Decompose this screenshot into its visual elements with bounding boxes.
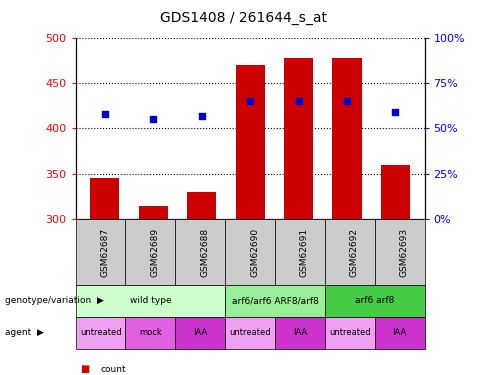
Bar <box>236 65 264 219</box>
Text: GSM62691: GSM62691 <box>300 228 309 277</box>
Bar <box>187 192 216 219</box>
Text: arf6 arf8: arf6 arf8 <box>355 296 394 305</box>
Text: untreated: untreated <box>80 328 122 338</box>
Text: GSM62687: GSM62687 <box>101 228 110 277</box>
Text: untreated: untreated <box>229 328 271 338</box>
Text: genotype/variation  ▶: genotype/variation ▶ <box>5 296 104 305</box>
Bar <box>381 165 410 219</box>
Text: IAA: IAA <box>392 328 407 338</box>
Point <box>198 113 205 119</box>
Point <box>246 98 254 104</box>
Text: GSM62689: GSM62689 <box>150 228 160 277</box>
Bar <box>332 57 362 219</box>
Point <box>391 109 399 115</box>
Bar <box>90 178 119 219</box>
Point <box>343 98 351 104</box>
Text: mock: mock <box>139 328 162 338</box>
Text: ■: ■ <box>81 364 90 374</box>
Text: arf6/arf6 ARF8/arf8: arf6/arf6 ARF8/arf8 <box>232 296 319 305</box>
Text: GSM62692: GSM62692 <box>350 228 359 277</box>
Text: untreated: untreated <box>329 328 370 338</box>
Text: count: count <box>100 365 126 374</box>
Bar <box>139 206 168 219</box>
Text: GSM62690: GSM62690 <box>250 228 259 277</box>
Text: agent  ▶: agent ▶ <box>5 328 44 338</box>
Text: GSM62688: GSM62688 <box>200 228 209 277</box>
Text: GDS1408 / 261644_s_at: GDS1408 / 261644_s_at <box>161 11 327 25</box>
Text: IAA: IAA <box>293 328 307 338</box>
Bar <box>284 57 313 219</box>
Text: IAA: IAA <box>193 328 207 338</box>
Text: wild type: wild type <box>130 296 171 305</box>
Point <box>295 98 303 104</box>
Text: GSM62693: GSM62693 <box>400 228 408 277</box>
Point <box>101 111 109 117</box>
Point <box>149 116 157 122</box>
